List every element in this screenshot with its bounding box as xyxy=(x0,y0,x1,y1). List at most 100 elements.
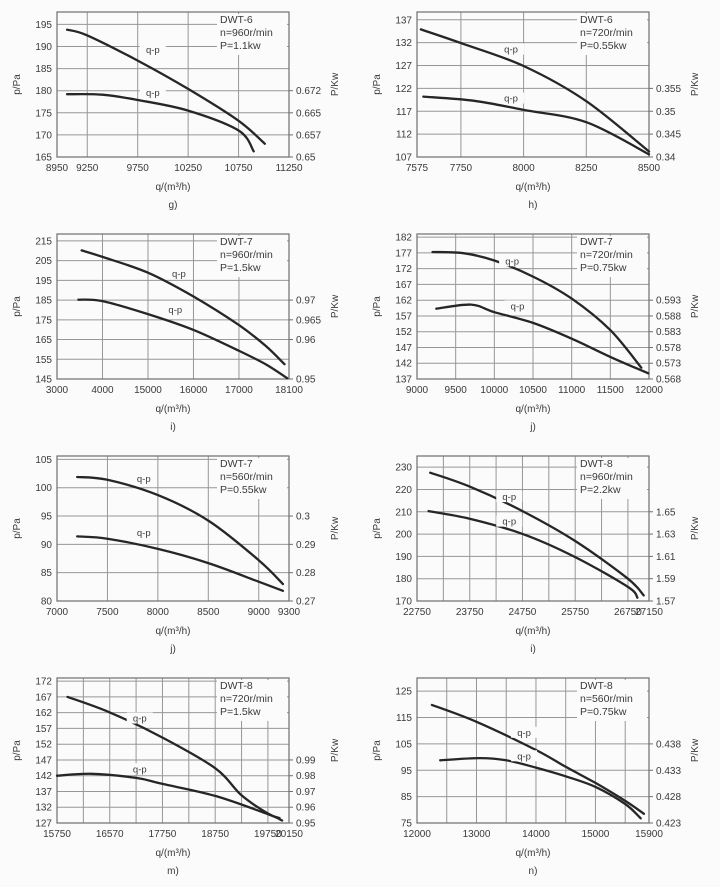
x-tick-label: 12000 xyxy=(403,829,431,840)
x-tick-label: 25750 xyxy=(561,607,589,618)
y-left-tick-label: 195 xyxy=(35,20,52,31)
y-right-tick-label: 0.97 xyxy=(296,296,316,307)
series-label-backing xyxy=(126,762,153,774)
chart-letter-label: j) xyxy=(529,422,536,433)
series-curve xyxy=(435,303,650,375)
y-left-tick-label: 152 xyxy=(395,327,412,338)
y-right-ticks xyxy=(289,759,293,824)
y-right-tick-label: 0.96 xyxy=(296,802,316,813)
y-left-tick-label: 175 xyxy=(35,109,52,120)
legend-title-line: n=960r/min xyxy=(220,27,273,39)
x-tick-label: 10500 xyxy=(519,385,547,396)
legend-title-line: P=0.75kw xyxy=(580,262,627,274)
y-right-ticks xyxy=(649,743,653,824)
x-tick-label: 15000 xyxy=(134,385,162,396)
x-tick-label: 16000 xyxy=(180,385,208,396)
series-label-backing xyxy=(496,490,523,502)
legend-backing xyxy=(217,236,287,278)
y-left-tick-label: 175 xyxy=(35,315,52,326)
x-tick-label: 15000 xyxy=(582,829,610,840)
gridlines xyxy=(57,234,289,380)
y-left-tick-label: 182 xyxy=(395,233,412,244)
x-tick-label: 13000 xyxy=(463,829,491,840)
y-right-tick-label: 0.28 xyxy=(296,568,316,579)
legend-title-line: P=0.55kw xyxy=(580,40,627,52)
y-right-tick-label: 0.428 xyxy=(656,792,681,803)
legend-title-line: n=720r/min xyxy=(580,27,633,39)
y-left-tick-label: 190 xyxy=(395,552,412,563)
series-label: q-p xyxy=(133,713,147,724)
y-right-tick-label: 0.95 xyxy=(296,375,316,386)
legend-backing xyxy=(577,457,647,499)
y-left-tick-label: 172 xyxy=(395,264,412,275)
series-label-backing xyxy=(498,92,525,104)
y-left-tick-label: 80 xyxy=(41,596,53,607)
x-axis-title: q/(m³/h) xyxy=(516,848,551,859)
x-tick-label: 8950 xyxy=(46,163,69,174)
series-curve xyxy=(431,250,643,369)
series-label: q-p xyxy=(502,492,516,503)
series-label-backing xyxy=(130,526,157,538)
plot-border xyxy=(56,455,290,602)
y-right-axis-title: P/Kw xyxy=(330,294,341,318)
x-tick-label: 8250 xyxy=(575,163,598,174)
y-left-tick-label: 107 xyxy=(395,153,412,164)
chart-letter-label: i) xyxy=(530,644,536,655)
y-right-tick-label: 0.593 xyxy=(656,296,681,307)
legend-backing xyxy=(217,14,287,56)
x-axis-title: q/(m³/h) xyxy=(516,626,551,637)
x-tick-label: 16570 xyxy=(96,829,124,840)
y-right-tick-label: 0.433 xyxy=(656,765,681,776)
legend-backing xyxy=(217,457,287,499)
y-left-tick-label: 167 xyxy=(35,692,52,703)
series-label-backing xyxy=(165,267,192,279)
y-right-tick-label: 1.65 xyxy=(656,507,676,518)
series-curve xyxy=(77,298,289,380)
legend-backing xyxy=(217,679,287,721)
series-curve xyxy=(422,95,651,156)
chart-cell-h: DWT-6 n=720r/min P=0.55kw 107 112 117 122 127 13… xyxy=(360,0,720,222)
y-right-tick-label: 1.57 xyxy=(656,596,676,607)
x-tick-label: 24750 xyxy=(509,607,537,618)
y-left-tick-label: 152 xyxy=(35,739,52,750)
x-tick-label: 18100 xyxy=(275,385,303,396)
y-left-axis-title: p/Pa xyxy=(372,739,383,760)
chart-cell-g: DWT-6 n=960r/min P=1.1kw 165 170 175 180 185 190… xyxy=(0,0,360,222)
series-curve xyxy=(65,93,255,153)
y-right-tick-label: 0.355 xyxy=(656,84,681,95)
x-tick-label: 17000 xyxy=(225,385,253,396)
y-right-tick-label: 0.588 xyxy=(656,312,681,323)
y-left-tick-label: 180 xyxy=(395,574,412,585)
series-label-backing xyxy=(139,44,166,56)
y-left-tick-label: 205 xyxy=(35,256,52,267)
legend-title-line: P=1.5kw xyxy=(220,706,261,718)
y-right-ticks xyxy=(649,299,653,380)
y-left-axis-title: p/Pa xyxy=(12,296,23,317)
series-label-backing xyxy=(139,87,166,99)
series-label: q-p xyxy=(517,751,531,762)
legend-backing xyxy=(577,679,647,721)
x-tick-label: 26750 xyxy=(614,607,642,618)
y-left-tick-label: 105 xyxy=(35,455,52,466)
y-right-axis-title: P/Kw xyxy=(690,516,701,540)
legend-title-line: P=0.55kw xyxy=(220,484,267,496)
y-right-tick-label: 0.578 xyxy=(656,343,681,354)
y-right-tick-label: 0.3 xyxy=(296,511,310,522)
legend-backing xyxy=(577,236,647,278)
y-right-tick-label: 0.35 xyxy=(656,107,676,118)
series-label: q-p xyxy=(504,45,518,56)
series-label: q-p xyxy=(168,305,182,316)
y-left-tick-label: 155 xyxy=(35,355,52,366)
plot-border xyxy=(416,455,650,602)
y-left-tick-label: 95 xyxy=(41,511,53,522)
x-tick-label: 15750 xyxy=(43,829,71,840)
legend-title-line: P=2.2kw xyxy=(580,484,621,496)
plot-border xyxy=(56,233,290,380)
y-right-tick-label: 0.97 xyxy=(296,787,316,798)
y-left-tick-label: 117 xyxy=(396,107,412,118)
x-tick-label: 7500 xyxy=(96,607,119,618)
y-right-axis-title: P/Kw xyxy=(330,738,341,762)
y-right-tick-label: 0.568 xyxy=(656,375,681,386)
